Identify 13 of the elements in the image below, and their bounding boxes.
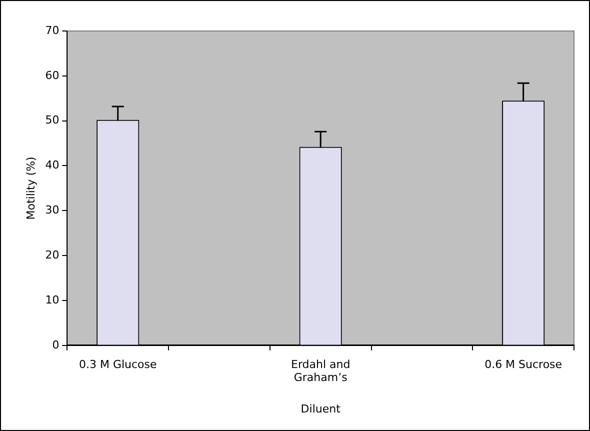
x-tick-label: 0.3 M Glucose xyxy=(78,358,158,371)
y-axis-title: Motility (%) xyxy=(24,156,38,220)
x-tick-label: 0.6 M Sucrose xyxy=(484,358,562,371)
y-tick-label: 60 xyxy=(45,68,60,82)
y-tick-label: 50 xyxy=(45,114,60,127)
y-tick-label: 10 xyxy=(45,293,60,306)
y-tick-label: 20 xyxy=(45,248,60,262)
y-tick-label: 40 xyxy=(45,158,60,172)
y-tick-label: 0 xyxy=(52,338,60,352)
x-tick-label: Erdahl and Graham’s xyxy=(290,358,350,384)
y-tick-label: 30 xyxy=(45,204,60,217)
y-tick-label: 70 xyxy=(45,24,60,37)
x-axis-title: Diluent xyxy=(300,402,342,416)
